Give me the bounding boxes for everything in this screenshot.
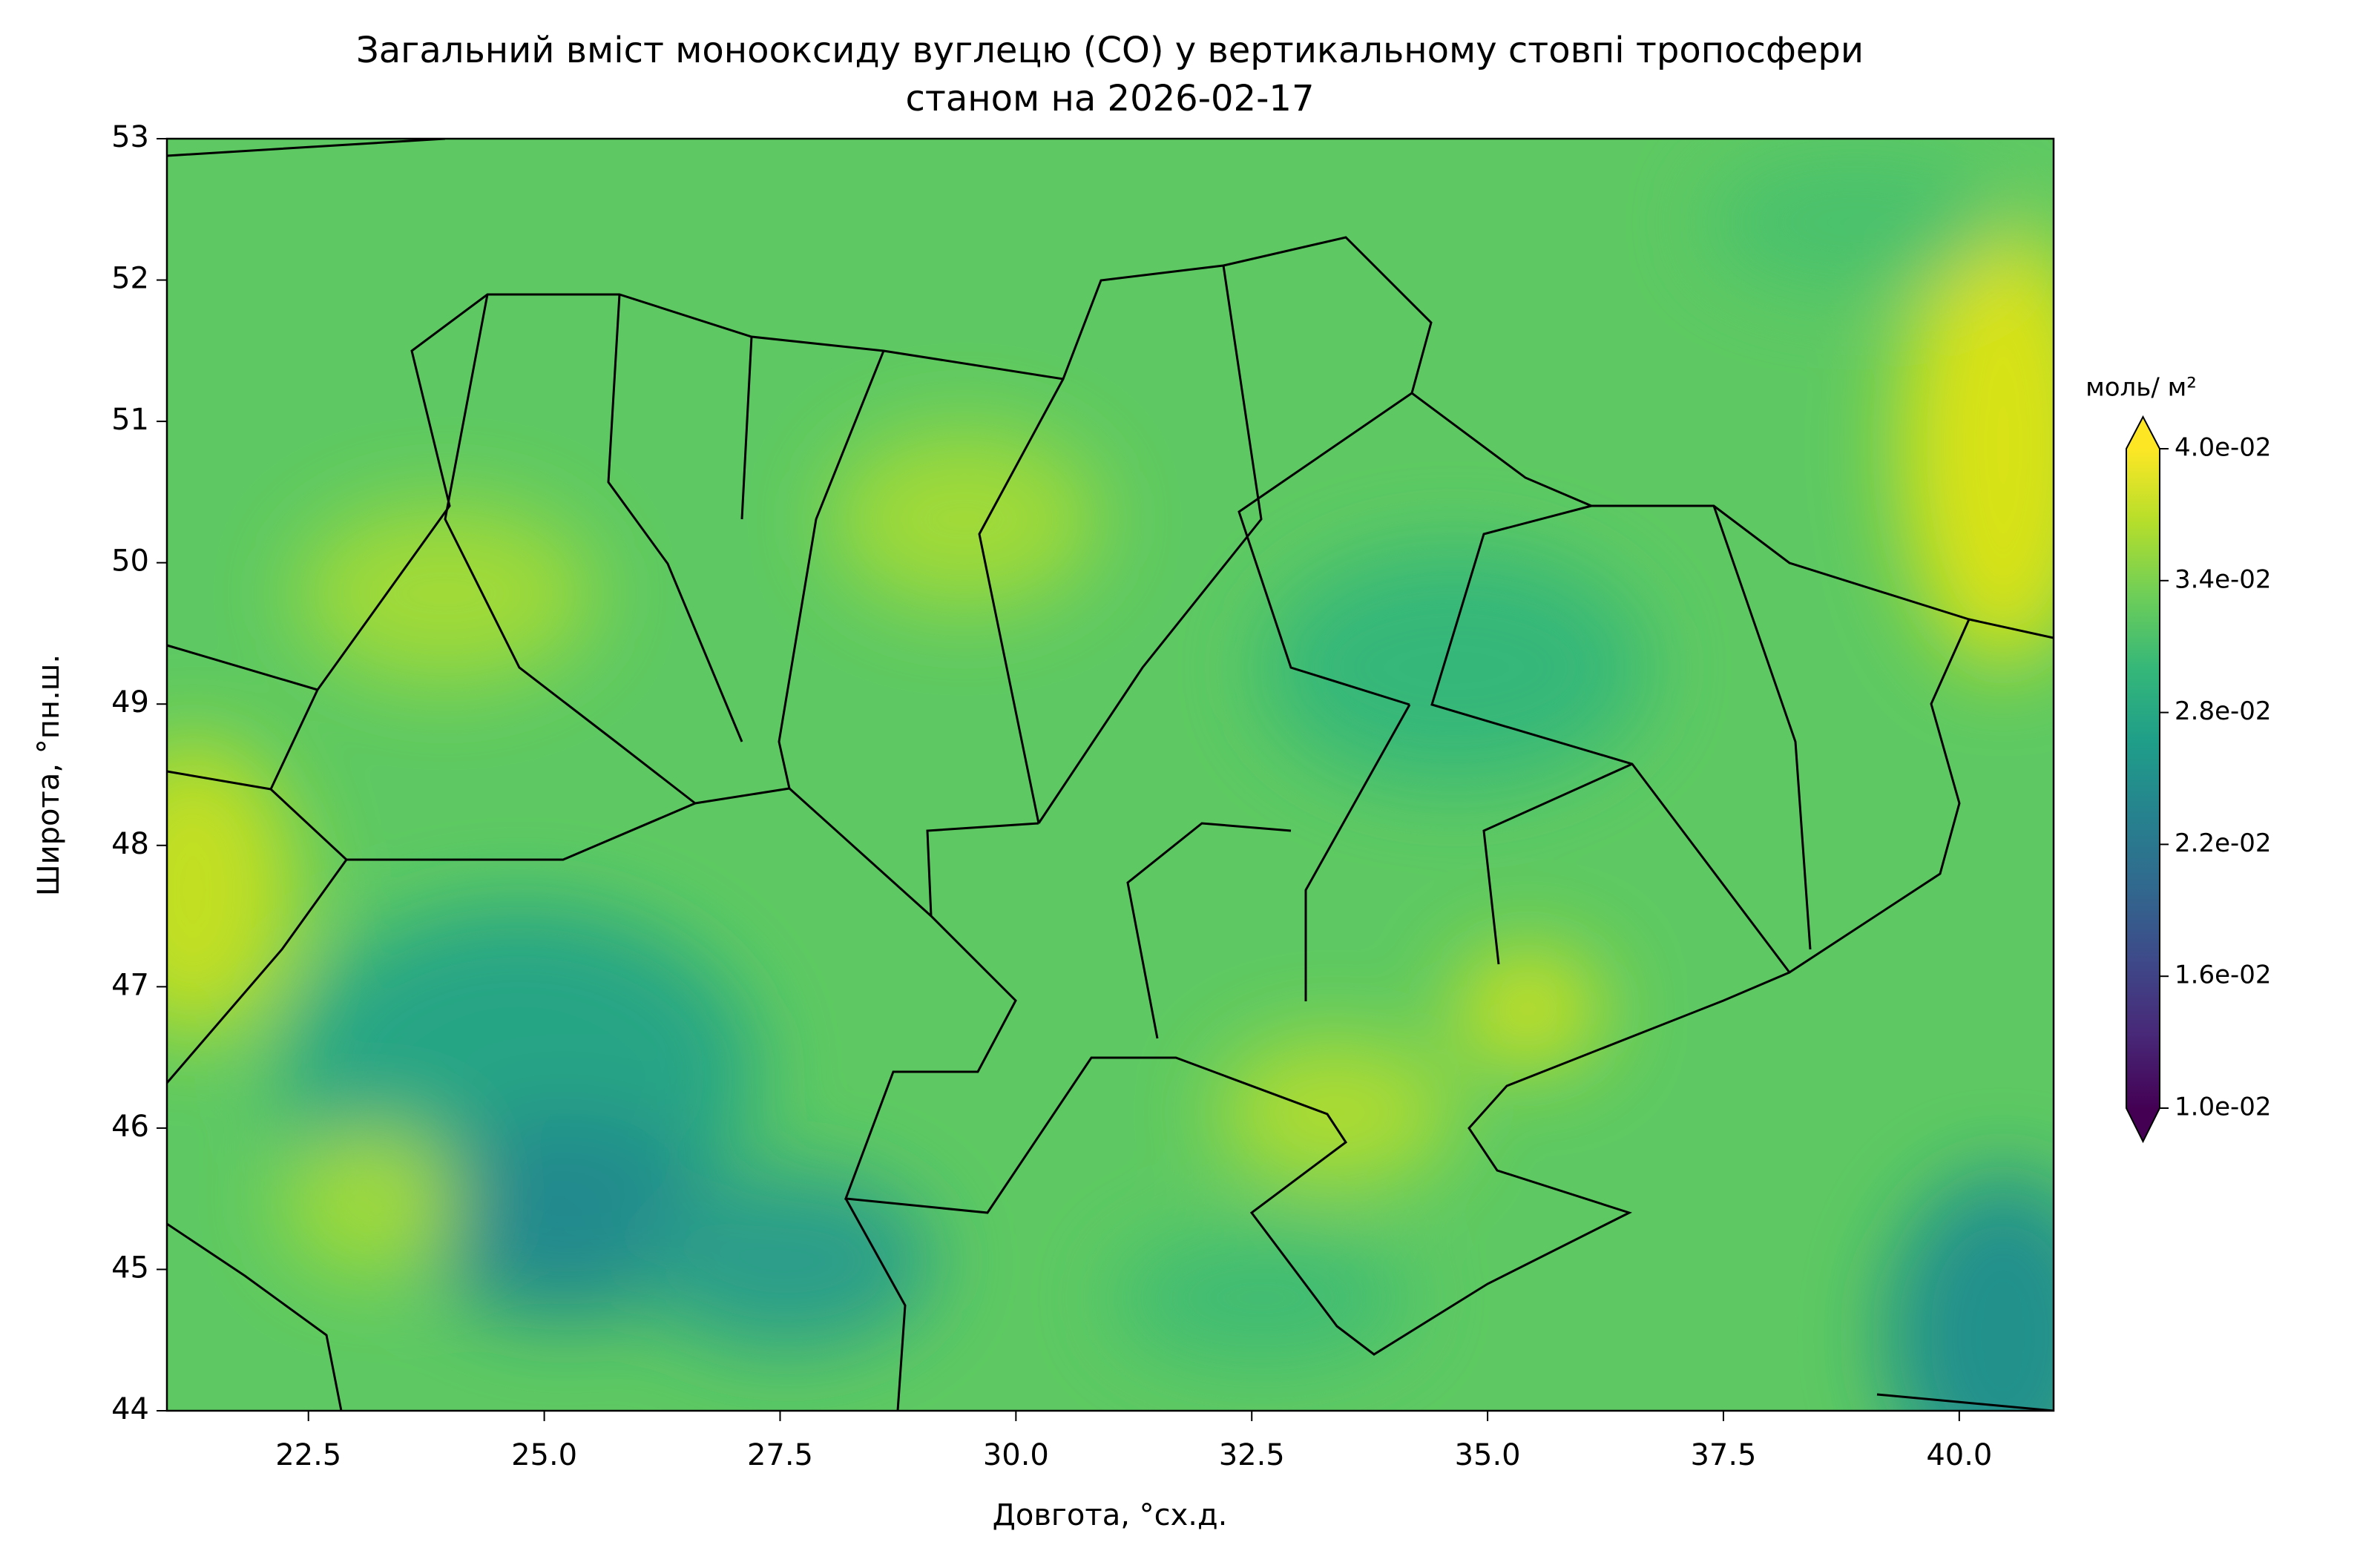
y-tick-label: 44	[111, 1392, 149, 1426]
x-tick-label: 25.0	[511, 1438, 577, 1472]
y-tick-label: 50	[111, 544, 149, 579]
y-tick-label: 52	[111, 262, 149, 296]
y-tick-label: 48	[111, 827, 149, 861]
y-tick-label: 49	[111, 685, 149, 719]
colorbar-extend-min	[2126, 1108, 2160, 1142]
neighbor-border	[167, 139, 2054, 1411]
x-axis-label: Довгота, °сх.д.	[993, 1498, 1228, 1532]
x-tick-label: 37.5	[1690, 1438, 1756, 1472]
x-tick-label: 35.0	[1455, 1438, 1521, 1472]
map-field	[167, 139, 2054, 1411]
colorbar-tick-label: 2.2e-02	[2175, 829, 2272, 858]
colorbar-tick-label: 3.4e-02	[2175, 564, 2272, 594]
field-shading	[167, 156, 2054, 1411]
colorbar-label: моль/ м²	[2085, 373, 2197, 403]
y-axis-label: Широта, °пн.ш.	[32, 654, 66, 896]
colorbar-tick-label: 1.6e-02	[2175, 961, 2272, 990]
x-tick-label: 32.5	[1219, 1438, 1285, 1472]
x-tick-label: 22.5	[275, 1438, 341, 1472]
y-tick-label: 46	[111, 1110, 149, 1144]
x-tick-label: 30.0	[983, 1438, 1049, 1472]
title: Загальний вміст монооксиду вуглецю (CO) …	[356, 30, 1864, 71]
y-tick-label: 45	[111, 1251, 149, 1285]
y-tick-label: 47	[111, 968, 149, 1002]
y-tick-label: 51	[111, 403, 149, 437]
colorbar-tick-label: 1.0e-02	[2175, 1093, 2272, 1122]
colorbar	[2126, 449, 2160, 1108]
plot-frame	[165, 137, 2055, 1412]
colorbar-tick-label: 4.0e-02	[2175, 433, 2272, 463]
colorbar-extend-max	[2126, 417, 2160, 449]
x-tick-label: 27.5	[747, 1438, 813, 1472]
country-border	[269, 236, 1971, 1356]
colorbar-tick-label: 2.8e-02	[2175, 696, 2272, 726]
y-tick-label: 53	[111, 120, 149, 154]
x-tick-label: 40.0	[1926, 1438, 1992, 1472]
subtitle: станом на 2026-02-17	[906, 78, 1315, 119]
region-border	[444, 265, 1812, 1039]
